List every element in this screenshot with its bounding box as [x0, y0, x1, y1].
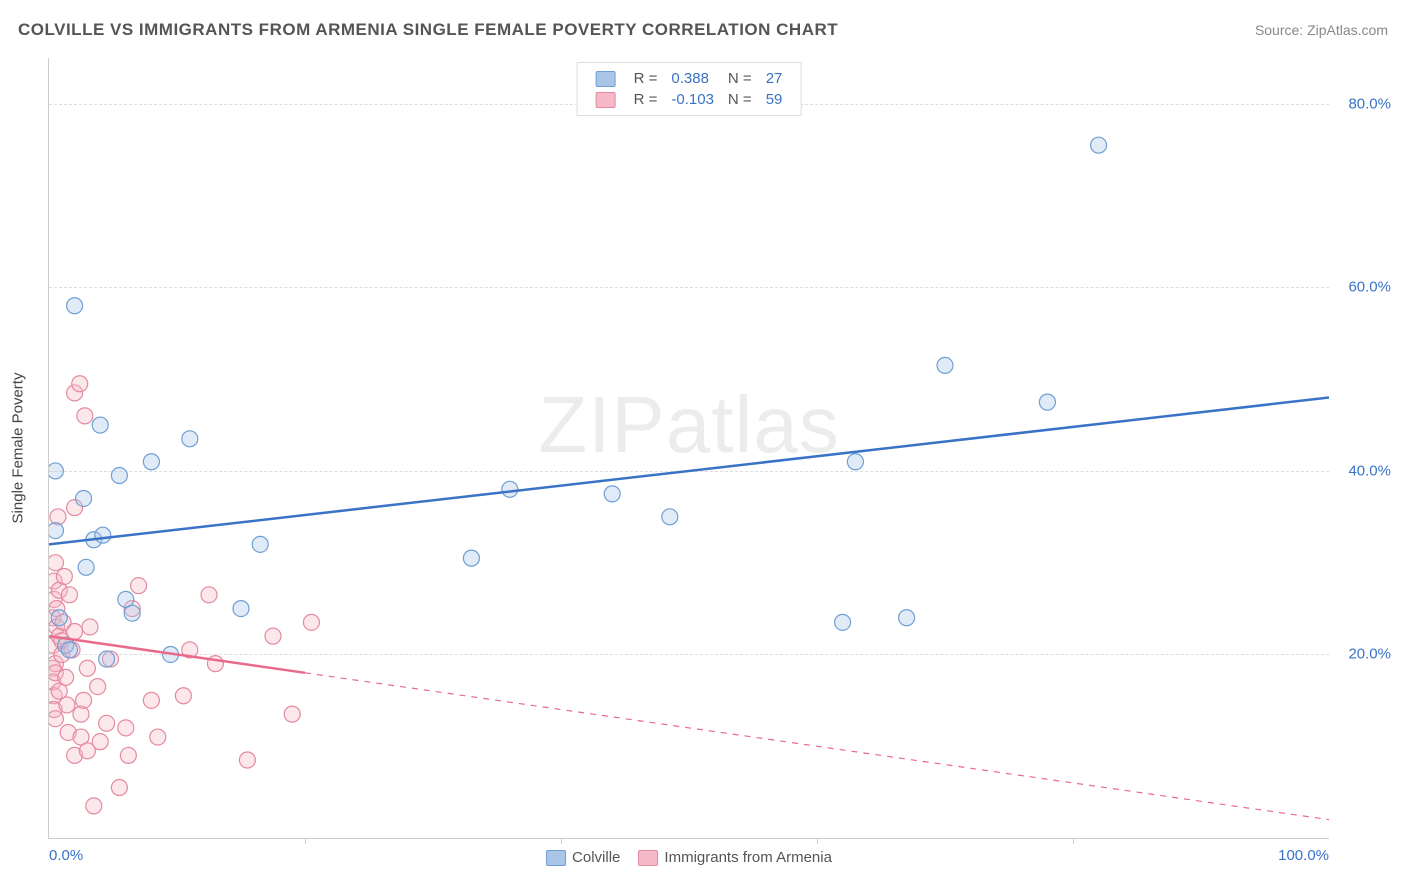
scatter-point [662, 509, 678, 525]
x-tick [561, 838, 562, 844]
scatter-point [899, 610, 915, 626]
legend-swatch-bottom-0 [546, 850, 566, 866]
x-tick [1073, 838, 1074, 844]
y-tick-label: 20.0% [1348, 646, 1391, 663]
legend-stats-row-0: R = 0.388 N = 27 [590, 69, 789, 88]
scatter-point [111, 468, 127, 484]
x-tick [817, 838, 818, 844]
scatter-point [95, 527, 111, 543]
scatter-point [99, 715, 115, 731]
chart-svg [49, 58, 1329, 838]
chart-header: COLVILLE VS IMMIGRANTS FROM ARMENIA SING… [18, 20, 1388, 40]
scatter-point [78, 559, 94, 575]
x-tick-label: 100.0% [1278, 847, 1329, 864]
scatter-point [92, 417, 108, 433]
scatter-point [99, 651, 115, 667]
scatter-point [59, 697, 75, 713]
legend-item-0: Colville [546, 849, 620, 866]
scatter-point [143, 692, 159, 708]
scatter-point [1039, 394, 1055, 410]
scatter-point [303, 614, 319, 630]
legend-item-1: Immigrants from Armenia [638, 849, 832, 866]
scatter-point [58, 669, 74, 685]
scatter-point [76, 490, 92, 506]
scatter-point [847, 454, 863, 470]
scatter-point [76, 692, 92, 708]
scatter-point [56, 568, 72, 584]
scatter-point [118, 720, 134, 736]
y-tick-label: 40.0% [1348, 462, 1391, 479]
scatter-point [79, 660, 95, 676]
scatter-point [67, 624, 83, 640]
scatter-point [463, 550, 479, 566]
chart-source: Source: ZipAtlas.com [1255, 22, 1388, 38]
scatter-point [86, 798, 102, 814]
scatter-point [265, 628, 281, 644]
scatter-point [67, 298, 83, 314]
scatter-point [150, 729, 166, 745]
scatter-point [77, 408, 93, 424]
scatter-point [49, 463, 63, 479]
legend-stats: R = 0.388 N = 27 R = -0.103 N = 59 [577, 62, 802, 116]
scatter-point [131, 578, 147, 594]
scatter-point [239, 752, 255, 768]
scatter-point [124, 605, 140, 621]
x-tick-label: 0.0% [49, 847, 83, 864]
scatter-point [49, 555, 63, 571]
scatter-point [92, 734, 108, 750]
legend-swatch-bottom-1 [638, 850, 658, 866]
legend-series: Colville Immigrants from Armenia [546, 849, 832, 866]
plot-area: ZIPatlas R = 0.388 N = 27 R = -0.103 N =… [48, 58, 1329, 839]
legend-swatch-1 [596, 92, 616, 108]
scatter-point [90, 679, 106, 695]
scatter-point [835, 614, 851, 630]
scatter-point [61, 587, 77, 603]
scatter-point [252, 536, 268, 552]
scatter-point [284, 706, 300, 722]
scatter-point [201, 587, 217, 603]
y-tick-label: 80.0% [1348, 95, 1391, 112]
scatter-point [233, 601, 249, 617]
legend-stats-row-1: R = -0.103 N = 59 [590, 90, 789, 109]
x-tick [305, 838, 306, 844]
scatter-point [61, 642, 77, 658]
trend-line [49, 398, 1329, 545]
legend-swatch-0 [596, 71, 616, 87]
y-axis-label: Single Female Poverty [10, 373, 27, 524]
plot-wrap: Single Female Poverty ZIPatlas R = 0.388… [48, 58, 1368, 838]
scatter-point [143, 454, 159, 470]
scatter-point [120, 747, 136, 763]
trend-line-dashed [305, 673, 1329, 820]
scatter-point [72, 376, 88, 392]
scatter-point [49, 523, 63, 539]
scatter-point [82, 619, 98, 635]
scatter-point [51, 610, 67, 626]
scatter-point [1091, 137, 1107, 153]
scatter-point [111, 780, 127, 796]
y-tick-label: 60.0% [1348, 279, 1391, 296]
scatter-point [49, 711, 63, 727]
scatter-point [937, 357, 953, 373]
chart-title: COLVILLE VS IMMIGRANTS FROM ARMENIA SING… [18, 20, 838, 40]
scatter-point [502, 481, 518, 497]
scatter-point [182, 431, 198, 447]
scatter-point [175, 688, 191, 704]
scatter-point [604, 486, 620, 502]
